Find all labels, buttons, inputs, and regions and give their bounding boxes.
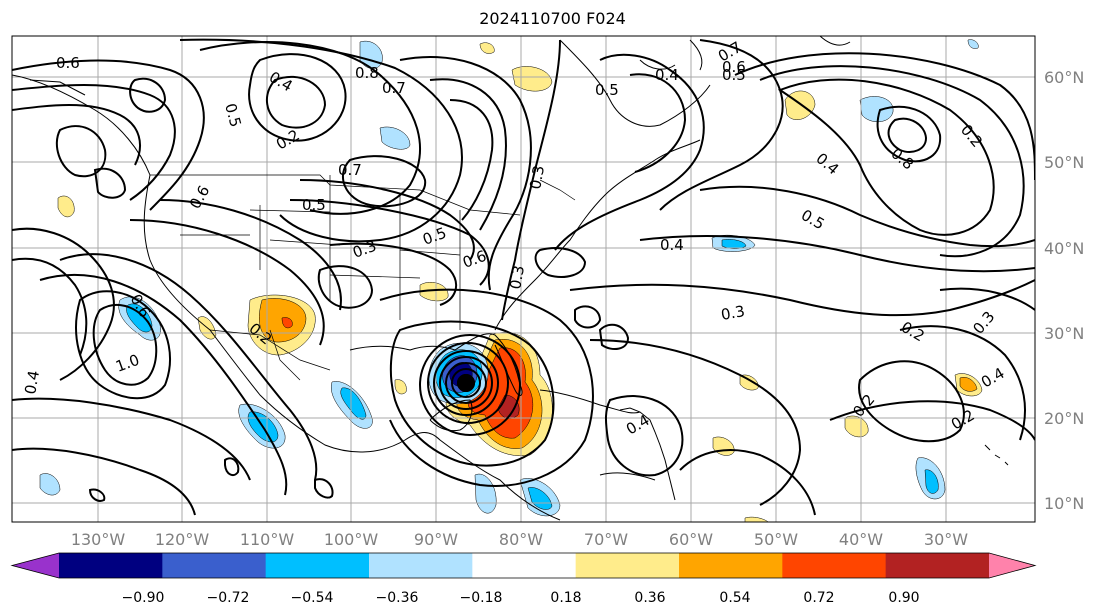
contour-label: 0.8 xyxy=(355,64,379,82)
contour-label: 0.8 xyxy=(887,144,917,173)
colorbar-segment xyxy=(885,553,990,578)
contour-label: 0.5 xyxy=(595,81,619,99)
shade-negative-light xyxy=(379,126,411,150)
colorbar-segment xyxy=(575,553,680,578)
contour-label: 0.4 xyxy=(266,68,296,96)
shade-positive-light xyxy=(57,195,75,218)
colorbar-tick-label: −0.54 xyxy=(291,590,334,606)
shade-positive-light xyxy=(844,415,869,438)
contour-label: 0.4 xyxy=(978,364,1008,392)
contour-label: 0.3 xyxy=(506,264,528,291)
colorbar-tick-label: −0.90 xyxy=(122,590,165,606)
contour-label: 0.4 xyxy=(623,411,653,439)
contour-label: 0.6 xyxy=(56,54,80,72)
coastlines xyxy=(12,36,1009,521)
contour-label: 0.6 xyxy=(722,58,746,76)
contour-label: 0.5 xyxy=(722,66,746,84)
shade-positive-light xyxy=(744,516,769,522)
map-frame xyxy=(11,35,1036,523)
shade-positive-mid xyxy=(959,377,978,392)
contour-label: 0.5 xyxy=(221,101,245,129)
colorbar-tick-label: −0.72 xyxy=(207,590,250,606)
longitude-label: 30°W xyxy=(924,530,968,549)
longitude-label: 90°W xyxy=(414,530,458,549)
longitude-label: 80°W xyxy=(499,530,543,549)
colorbar-tick-label: 0.18 xyxy=(550,590,581,606)
colorbar-extend-high xyxy=(989,553,1035,578)
shade-negative-mid xyxy=(340,387,367,420)
shade-positive-light xyxy=(419,281,449,302)
contour-label: 0.7 xyxy=(382,79,406,97)
contour-label: 0.4 xyxy=(812,149,842,178)
longitude-axis: 130°W 120°W 110°W 100°W 90°W 80°W 70°W 6… xyxy=(71,530,968,549)
contour-label: 0.6 xyxy=(186,182,214,212)
colorbar-tick-label: 0.72 xyxy=(803,590,834,606)
colorbar-segment xyxy=(162,553,267,578)
colorbar-segment xyxy=(369,553,473,578)
latitude-label: 50°N xyxy=(1044,153,1084,172)
longitude-label: 40°W xyxy=(839,530,883,549)
shade-positive-light xyxy=(394,379,407,395)
shade-negative-mid xyxy=(126,303,153,333)
contour-label: 0.5 xyxy=(798,206,828,234)
shade-negative-mid xyxy=(527,487,553,510)
latitude-label: 60°N xyxy=(1044,68,1084,87)
contour-label: 0.5 xyxy=(302,196,326,214)
shade-negative-light xyxy=(859,96,894,122)
contour-label: 0.4 xyxy=(655,66,679,84)
contour-label: 0.3 xyxy=(526,164,548,191)
shade-negative-light xyxy=(39,473,61,496)
colorbar-tick-label: −0.18 xyxy=(460,590,503,606)
shade-negative-light xyxy=(474,473,497,514)
longitude-label: 120°W xyxy=(155,530,210,549)
contour-label: 0.2 xyxy=(898,318,928,346)
colorbar-segment xyxy=(782,553,887,578)
colorbar-extend-low xyxy=(12,553,59,578)
contour-label: 0.2 xyxy=(948,406,978,434)
latitude-label: 40°N xyxy=(1044,239,1084,258)
longitude-label: 110°W xyxy=(240,530,295,549)
longitude-label: 70°W xyxy=(584,530,628,549)
shade-negative-mid xyxy=(721,239,747,249)
shade-negative-mid xyxy=(924,469,939,494)
contour-label: 0.5 xyxy=(420,224,449,249)
shade-positive-light xyxy=(511,66,553,92)
colorbar-tick-label: −0.36 xyxy=(376,590,419,606)
shade-positive-light xyxy=(739,374,759,391)
colorbar-tick-label: 0.36 xyxy=(634,590,665,606)
map-area: 0.6 0.4 0.5 0.8 0.7 0.2 0.7 0.6 0.5 0.3 … xyxy=(12,36,1035,522)
contour-label: 1.0 xyxy=(113,351,142,376)
latitude-label: 30°N xyxy=(1044,324,1084,343)
shade-negative-light xyxy=(967,39,979,49)
longitude-label: 100°W xyxy=(324,530,379,549)
longitude-label: 50°W xyxy=(754,530,798,549)
colorbar-segment xyxy=(59,553,163,578)
contour-label: 0.4 xyxy=(660,236,684,254)
contour-label: 0.3 xyxy=(720,302,747,324)
latitude-label: 10°N xyxy=(1044,494,1084,513)
colorbar-segment xyxy=(679,553,783,578)
map-title: 2024110700 F024 xyxy=(479,9,626,28)
storm-center xyxy=(457,374,475,392)
latitude-label: 20°N xyxy=(1044,409,1084,428)
longitude-label: 130°W xyxy=(71,530,126,549)
contour-lines xyxy=(12,38,1035,516)
longitude-label: 60°W xyxy=(669,530,713,549)
graticule xyxy=(12,36,1035,522)
contour-label: 0.7 xyxy=(338,161,362,179)
colorbar-segment xyxy=(472,553,577,578)
shade-positive-light xyxy=(479,42,495,54)
latitude-axis: 60°N 50°N 40°N 30°N 20°N 10°N xyxy=(1044,68,1084,513)
shade-positive-dark xyxy=(281,317,293,329)
colorbar-segment xyxy=(265,553,370,578)
contour-label: 0.2 xyxy=(273,126,303,154)
contour-label: 0.4 xyxy=(21,369,43,396)
shade-positive-light xyxy=(712,436,735,456)
colorbar-tick-label: 0.54 xyxy=(719,590,750,606)
colorbar-ticks: −0.90 −0.72 −0.54 −0.36 −0.18 0.18 0.36 … xyxy=(122,590,920,606)
colorbar-tick-label: 0.90 xyxy=(888,590,919,606)
colorbar-outline xyxy=(10,552,1037,579)
colorbar xyxy=(10,552,1037,579)
